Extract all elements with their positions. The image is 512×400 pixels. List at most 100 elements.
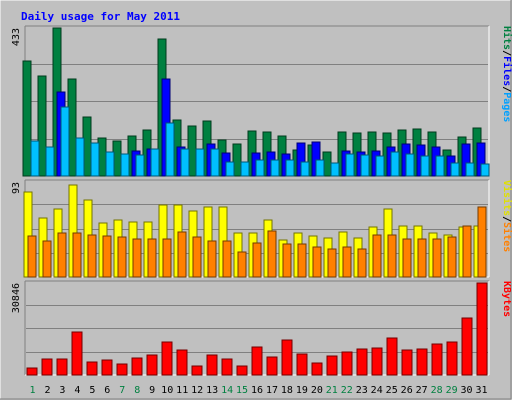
kbytes-bar-day-15	[236, 365, 248, 376]
middle-panel: 93 Visits/Sites	[11, 179, 512, 278]
pages-bar-day-3	[60, 106, 70, 177]
kbytes-bar-day-5	[86, 361, 98, 376]
sites-bar-day-4	[72, 232, 82, 278]
day-label-17: 17	[266, 385, 278, 396]
sites-bar-day-29	[447, 236, 457, 278]
sites-bar-day-20	[312, 246, 322, 278]
pages-bar-day-14	[225, 161, 235, 177]
kbytes-bar-day-12	[191, 365, 203, 376]
day-label-5: 5	[89, 385, 95, 396]
kbytes-bar-day-28	[431, 343, 443, 376]
pages-bar-day-12	[195, 148, 205, 177]
sites-bar-day-1	[27, 235, 37, 278]
day-label-2: 2	[44, 385, 50, 396]
sites-bar-day-9	[147, 238, 157, 278]
pages-bar-day-5	[90, 142, 100, 177]
series-pages	[30, 106, 490, 177]
sites-bar-day-10	[162, 238, 172, 278]
sites-bar-day-28	[432, 238, 442, 278]
day-label-30: 30	[460, 385, 472, 396]
pages-bar-day-9	[150, 148, 160, 177]
day-label-10: 10	[161, 385, 173, 396]
legend-separator: /	[501, 216, 512, 222]
day-label-13: 13	[206, 385, 218, 396]
sites-bar-day-6	[102, 235, 112, 278]
sites-bar-day-17	[267, 230, 277, 278]
kbytes-bar-day-24	[371, 347, 383, 376]
bottom-ymax-label: 30846	[11, 283, 22, 313]
kbytes-bar-day-7	[116, 363, 128, 376]
day-label-11: 11	[176, 385, 188, 396]
legend-visits: Visits	[501, 180, 512, 216]
kbytes-bar-day-11	[176, 349, 188, 376]
legend-sites: Sites	[501, 222, 512, 252]
pages-bar-day-23	[360, 154, 370, 177]
day-label-19: 19	[296, 385, 308, 396]
kbytes-bar-day-22	[341, 351, 353, 376]
pages-bar-day-30	[465, 162, 475, 177]
day-label-22: 22	[341, 385, 353, 396]
pages-bar-day-16	[255, 159, 265, 177]
kbytes-bar-day-23	[356, 348, 368, 376]
pages-bar-day-24	[375, 155, 385, 177]
pages-bar-day-6	[105, 151, 115, 177]
sites-bar-day-15	[237, 251, 247, 278]
pages-bar-day-27	[420, 155, 430, 177]
hits-bar-day-2	[37, 75, 47, 177]
day-label-6: 6	[104, 385, 110, 396]
sites-bar-day-25	[387, 234, 397, 278]
kbytes-bar-day-30	[461, 317, 473, 376]
kbytes-bar-day-1	[26, 367, 38, 376]
pages-bar-day-28	[435, 155, 445, 177]
pages-bar-day-10	[165, 122, 175, 177]
sites-bar-day-14	[222, 240, 232, 278]
day-label-25: 25	[386, 385, 398, 396]
pages-bar-day-17	[270, 159, 280, 177]
day-label-14: 14	[221, 385, 233, 396]
bottom-series-legend: KBytes	[501, 281, 512, 317]
kbytes-bar-day-31	[476, 282, 488, 376]
day-label-18: 18	[281, 385, 293, 396]
day-label-3: 3	[59, 385, 65, 396]
kbytes-bar-day-8	[131, 357, 143, 376]
pages-bar-day-19	[300, 161, 310, 177]
day-label-27: 27	[416, 385, 428, 396]
legend-separator: /	[501, 50, 512, 56]
sites-bar-day-31	[477, 206, 487, 278]
day-label-16: 16	[251, 385, 263, 396]
kbytes-bar-day-19	[296, 353, 308, 376]
kbytes-bar-day-2	[41, 358, 53, 376]
sites-bar-day-8	[132, 238, 142, 278]
day-label-20: 20	[311, 385, 323, 396]
day-label-8: 8	[134, 385, 140, 396]
pages-bar-day-1	[30, 140, 40, 177]
pages-bar-day-13	[210, 148, 220, 177]
top-ymax-label: 433	[11, 28, 22, 46]
pages-bar-day-20	[315, 159, 325, 177]
bottom-panel: 30846 KBytes	[11, 280, 512, 376]
day-label-23: 23	[356, 385, 368, 396]
legend-files: Files	[501, 56, 512, 86]
kbytes-bar-day-25	[386, 337, 398, 376]
day-label-12: 12	[191, 385, 203, 396]
series-kbytes	[26, 282, 488, 376]
pages-bar-day-15	[240, 161, 250, 177]
kbytes-bar-day-4	[71, 331, 83, 376]
day-label-15: 15	[236, 385, 248, 396]
sites-bar-day-21	[327, 248, 337, 278]
kbytes-bar-day-13	[206, 354, 218, 376]
pages-bar-day-22	[345, 153, 355, 177]
sites-bar-day-27	[417, 238, 427, 278]
day-label-7: 7	[119, 385, 125, 396]
kbytes-bar-day-20	[311, 362, 323, 376]
kbytes-bar-day-29	[446, 341, 458, 376]
kbytes-bar-day-17	[266, 356, 278, 376]
day-label-1: 1	[29, 385, 35, 396]
middle-ymax-label: 93	[11, 182, 22, 194]
day-label-31: 31	[475, 385, 487, 396]
kbytes-bar-day-9	[146, 354, 158, 376]
legend-pages: Pages	[501, 92, 512, 122]
kbytes-bar-day-10	[161, 341, 173, 376]
day-label-26: 26	[401, 385, 413, 396]
